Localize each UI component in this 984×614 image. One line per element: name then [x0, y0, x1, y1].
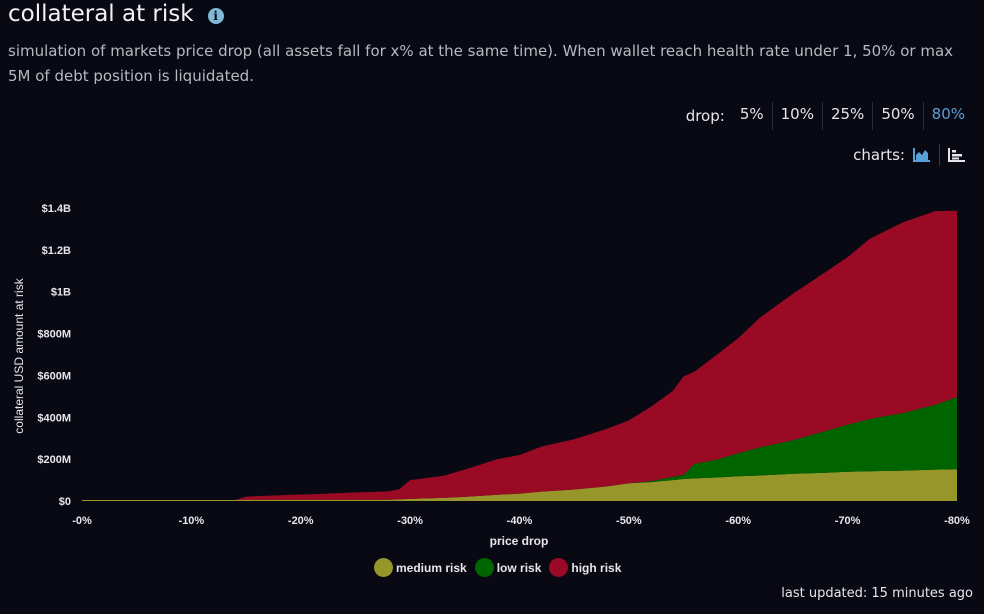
- drop-selector: drop: 5% 10% 25% 50% 80%: [686, 102, 973, 130]
- drop-option-5[interactable]: 5%: [739, 105, 764, 123]
- legend-medium-risk-marker: [374, 558, 393, 577]
- bar-chart-icon[interactable]: [946, 144, 968, 166]
- legend-high-risk[interactable]: high risk: [549, 558, 621, 577]
- area-chart-icon[interactable]: [911, 144, 933, 166]
- y-tick-label: $400M: [37, 412, 71, 424]
- chart-type-divider: [939, 144, 940, 166]
- x-tick-label: -60%: [725, 515, 751, 527]
- legend-low-risk-label: low risk: [496, 560, 542, 575]
- x-axis-ticks: -0% -10% -20% -30% -40% -50% -60% -70% -80%: [72, 515, 970, 527]
- area-series-high-risk[interactable]: [82, 210, 957, 500]
- y-tick-label: $800M: [37, 329, 71, 341]
- drop-option-10[interactable]: 10%: [771, 102, 822, 130]
- chart-legend: medium risk low risk high risk: [374, 558, 629, 577]
- x-tick-label: -80%: [944, 515, 970, 527]
- x-tick-label: -20%: [288, 515, 314, 527]
- x-tick-label: -10%: [179, 515, 205, 527]
- last-updated: last updated: 15 minutes ago: [781, 586, 973, 601]
- chart-areas: [82, 210, 957, 501]
- chart-type-selector: charts:: [853, 144, 968, 166]
- y-tick-label: $200M: [37, 454, 71, 466]
- x-tick-label: -40%: [507, 515, 533, 527]
- y-tick-label: $1.2B: [42, 245, 71, 257]
- legend-high-risk-label: high risk: [571, 560, 622, 575]
- legend-low-risk[interactable]: low risk: [474, 558, 542, 577]
- x-tick-label: -50%: [616, 515, 642, 527]
- drop-option-50[interactable]: 50%: [872, 102, 922, 130]
- x-tick-label: -30%: [397, 515, 423, 527]
- page-subtitle: simulation of markets price drop (all as…: [8, 42, 954, 85]
- page-title: collateral at risk: [8, 1, 194, 27]
- area-series-medium-risk[interactable]: [82, 469, 957, 501]
- y-tick-label: $1.4B: [42, 203, 71, 215]
- drop-label: drop:: [685, 107, 725, 125]
- info-icon[interactable]: i: [207, 8, 224, 24]
- y-axis-ticks: $0 $200M $400M $600M $800M $1B $1.2B $1.4B: [37, 203, 71, 508]
- y-tick-label: $0: [59, 496, 71, 508]
- drop-option-80[interactable]: 80%: [922, 102, 973, 130]
- collateral-area-chart: $0$200M$400M$600M$800M$1B$1.2B$1.4B -0% -…: [12, 203, 970, 548]
- header: collateral at risk i: [8, 1, 224, 27]
- x-tick-label: -70%: [835, 515, 861, 527]
- legend-high-risk-marker: [549, 558, 569, 577]
- x-axis-label: price drop: [490, 534, 549, 548]
- drop-option-25[interactable]: 25%: [821, 102, 872, 130]
- area-series-low-risk[interactable]: [82, 396, 957, 500]
- y-axis-label: collateral USD amount at risk: [12, 277, 26, 433]
- legend-low-risk-marker: [474, 558, 494, 577]
- legend-medium-risk[interactable]: medium risk: [374, 558, 467, 577]
- x-tick-label: -0%: [72, 515, 92, 527]
- y-tick-label: $1B: [51, 287, 71, 299]
- y-tick-label: $600M: [37, 370, 71, 382]
- charts-label: charts:: [853, 146, 905, 164]
- legend-medium-risk-label: medium risk: [396, 560, 467, 575]
